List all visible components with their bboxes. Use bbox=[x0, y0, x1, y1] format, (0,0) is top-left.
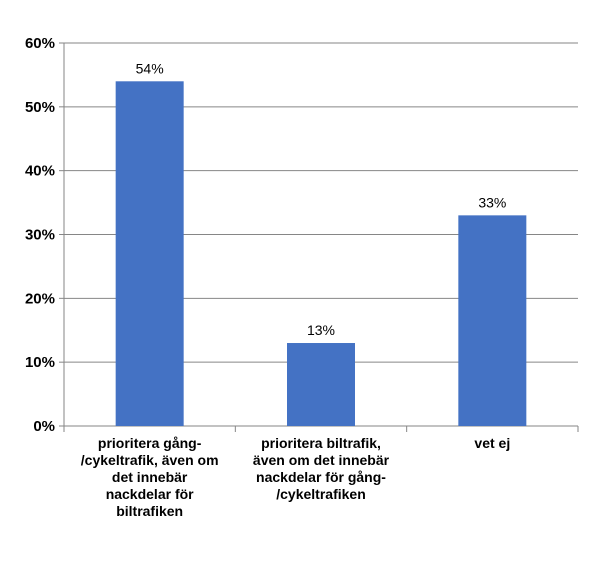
y-tick-label: 0% bbox=[33, 418, 55, 435]
y-tick-label: 40% bbox=[25, 163, 55, 180]
x-category-label-line: även om det innebär bbox=[253, 452, 390, 468]
x-category-label-line: biltrafiken bbox=[116, 503, 183, 519]
y-tick-label: 30% bbox=[25, 227, 55, 244]
data-label: 13% bbox=[307, 322, 335, 338]
y-axis-ticks: 0% 10% 20% 30% 40% 50% 60% bbox=[25, 35, 64, 435]
x-category-label-line: prioritera biltrafik, bbox=[261, 435, 381, 451]
x-category-label: prioritera gång-/cykeltrafik, även om det… bbox=[81, 435, 219, 519]
category-labels: prioritera gång-/cykeltrafik, även om det… bbox=[81, 435, 510, 519]
data-label: 54% bbox=[136, 60, 164, 76]
y-tick-label: 10% bbox=[25, 354, 55, 371]
x-category-label-line: prioritera gång- bbox=[98, 435, 202, 451]
bar bbox=[115, 81, 184, 427]
x-category-label-line: nackdelar för gång- bbox=[256, 469, 386, 485]
x-category-label-line: det innebär bbox=[112, 469, 188, 485]
bar bbox=[287, 343, 355, 426]
data-label: 33% bbox=[478, 194, 506, 210]
bars bbox=[115, 81, 527, 427]
x-category-label-line: /cykeltrafik, även om bbox=[81, 452, 219, 468]
x-category-label-line: /cykeltrafiken bbox=[276, 486, 366, 502]
y-tick-label: 20% bbox=[25, 290, 55, 307]
bar bbox=[458, 215, 527, 426]
x-category-label: vet ej bbox=[474, 435, 510, 451]
y-tick-label: 60% bbox=[25, 35, 55, 52]
y-tick-label: 50% bbox=[25, 99, 55, 116]
x-category-label-line: nackdelar för bbox=[106, 486, 194, 502]
x-category-label-line: vet ej bbox=[474, 435, 510, 451]
data-labels: 54% 13% 33% bbox=[136, 60, 507, 338]
x-category-label: prioritera biltrafik, även om det innebär… bbox=[253, 435, 390, 502]
